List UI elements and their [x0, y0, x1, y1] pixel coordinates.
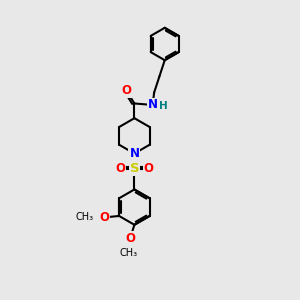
Text: N: N [148, 98, 158, 111]
Text: CH₃: CH₃ [75, 212, 93, 222]
Text: O: O [143, 162, 154, 175]
Text: O: O [115, 162, 125, 175]
Text: H: H [159, 101, 168, 111]
Text: S: S [130, 162, 139, 175]
Text: O: O [125, 232, 135, 245]
Text: N: N [129, 147, 140, 160]
Text: O: O [99, 211, 110, 224]
Text: O: O [121, 84, 131, 97]
Text: CH₃: CH₃ [119, 248, 138, 258]
